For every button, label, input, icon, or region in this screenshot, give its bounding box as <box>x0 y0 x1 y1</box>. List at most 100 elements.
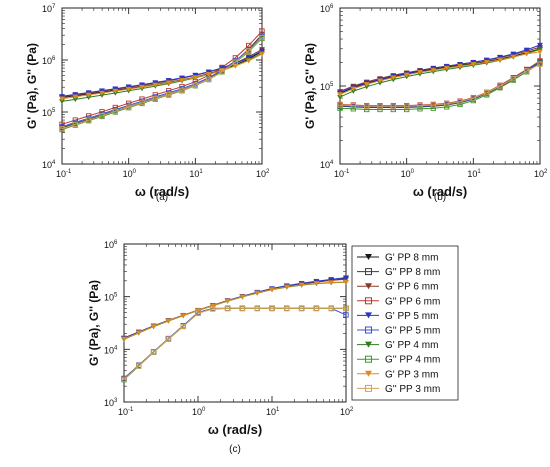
series-line <box>123 308 346 381</box>
legend-marker <box>365 326 372 334</box>
data-point <box>430 67 437 73</box>
x-axis-label: ω (rad/s) <box>413 184 467 199</box>
data-point <box>350 86 357 92</box>
y-tick-label: 107 <box>42 4 56 14</box>
series-3 <box>59 28 265 127</box>
series-line <box>123 307 346 380</box>
panel-label: (c) <box>229 444 241 455</box>
data-point <box>497 57 503 63</box>
series-8 <box>59 51 265 102</box>
data-point <box>524 68 530 74</box>
data-point <box>192 82 198 88</box>
series-line <box>339 62 541 108</box>
data-point <box>195 310 201 316</box>
data-point <box>343 312 349 318</box>
legend-label: G'' PP 6 mm <box>385 296 440 307</box>
data-point <box>206 76 212 82</box>
x-tick-label: 10-1 <box>334 169 350 179</box>
series-8 <box>337 49 543 98</box>
data-point <box>343 275 349 281</box>
data-point <box>152 96 158 102</box>
legend-label: G' PP 5 mm <box>385 311 438 322</box>
series-9 <box>121 305 349 382</box>
data-point <box>350 106 356 112</box>
data-point <box>377 106 383 113</box>
panel-0: 10-1 100 101 102 104 105 106 107 ω (rad/s) G' (Pa… <box>25 4 270 203</box>
data-point <box>328 280 335 286</box>
data-point <box>343 305 349 312</box>
data-point <box>470 95 476 101</box>
series-line <box>123 307 347 380</box>
data-point <box>85 92 92 98</box>
y-axis-label: G' (Pa), G'' (Pa) <box>87 280 101 366</box>
legend-marker <box>365 355 372 363</box>
data-point <box>390 106 396 113</box>
series-line <box>123 281 347 340</box>
series-line <box>61 51 263 98</box>
data-point <box>59 96 65 102</box>
data-point <box>523 51 530 57</box>
data-point <box>152 82 159 88</box>
data-point <box>337 92 343 98</box>
x-tick-label: 101 <box>266 407 280 417</box>
x-axis-label: ω (rad/s) <box>208 422 262 437</box>
series-line <box>339 51 541 95</box>
data-point <box>224 305 231 312</box>
series-line <box>61 50 263 97</box>
x-tick-label: 100 <box>123 169 137 179</box>
panel-2: 10-1 100 101 102 103 104 105 106 ω (rad/s) G' (Pa… <box>87 240 459 455</box>
data-point <box>136 363 142 369</box>
data-point <box>121 376 127 382</box>
data-point <box>377 103 383 109</box>
data-point <box>85 90 92 96</box>
series-line <box>339 63 541 107</box>
data-point <box>328 277 335 283</box>
data-point <box>484 90 490 96</box>
data-point <box>209 303 216 309</box>
y-tick-label: 106 <box>42 56 56 66</box>
panel-1: 10-1 100 101 102 104 105 106 ω (rad/s) G' (Pa), … <box>303 4 548 203</box>
data-point <box>125 86 132 92</box>
panel-label: (b) <box>434 192 446 203</box>
series-line <box>339 44 541 94</box>
data-point <box>328 305 334 312</box>
legend-marker <box>365 268 372 276</box>
x-tick-label: 100 <box>401 169 415 179</box>
data-point <box>180 313 187 319</box>
data-point <box>337 102 343 108</box>
data-point <box>430 105 436 111</box>
data-point <box>150 349 157 355</box>
legend-label: G' PP 8 mm <box>385 253 438 264</box>
data-point <box>510 51 517 57</box>
data-point <box>537 42 543 48</box>
series-5 <box>121 305 349 382</box>
y-tick-label: 104 <box>320 160 334 170</box>
data-point <box>99 90 105 96</box>
legend-label: G' PP 3 mm <box>385 369 438 380</box>
y-axis-label: G' (Pa), G'' (Pa) <box>303 43 317 129</box>
data-point <box>86 117 92 123</box>
data-point <box>350 102 356 109</box>
data-point <box>510 76 516 82</box>
data-point <box>254 305 260 312</box>
data-point <box>390 75 397 81</box>
data-point <box>269 287 275 293</box>
data-point <box>537 49 543 55</box>
y-tick-label: 105 <box>320 82 334 92</box>
series-9 <box>337 61 543 109</box>
data-point <box>364 103 370 109</box>
legend-label: G'' PP 5 mm <box>385 326 440 337</box>
data-point <box>457 63 463 69</box>
legend-marker <box>365 384 372 392</box>
series-line <box>61 36 263 128</box>
series-line <box>339 60 541 107</box>
plot-frame <box>61 7 263 165</box>
data-point <box>457 101 463 108</box>
series-line <box>339 62 541 110</box>
x-tick-label: 101 <box>189 169 203 179</box>
data-point <box>246 48 252 54</box>
data-point <box>313 305 320 312</box>
y-tick-label: 105 <box>104 293 118 303</box>
data-point <box>470 62 477 68</box>
